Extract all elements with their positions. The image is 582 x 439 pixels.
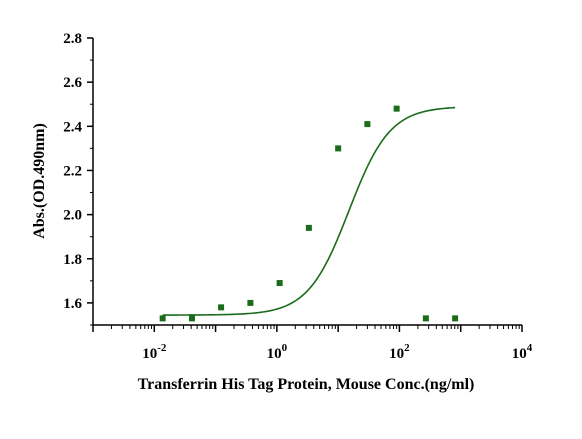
data-points [159,105,459,322]
data-point [159,315,166,322]
y-tick-label: 2.4 [63,119,82,135]
fit-curve [162,106,456,316]
y-axis: 1.6 1.8 2.0 2.2 2.4 2.6 2.8 [63,31,94,326]
x-axis-title: Transferrin His Tag Protein, Mouse Conc.… [138,376,475,393]
y-tick-label: 2.8 [63,31,82,47]
x-tick-label: 10-2 [142,342,167,362]
y-tick-label: 2.2 [63,163,82,179]
data-point [276,280,283,287]
data-point [188,315,195,322]
data-point [422,315,429,322]
data-point [393,105,400,112]
y-tick-label: 1.6 [63,296,82,312]
y-tick-label: 2.6 [63,75,82,91]
y-axis-title: Abs.(OD.490nm) [31,123,48,239]
data-point [218,304,225,311]
data-point [305,224,312,231]
x-tick-label: 100 [267,342,288,362]
data-point [364,121,371,128]
y-tick-label: 2.0 [63,208,82,224]
data-point [335,145,342,152]
y-tick-label: 1.8 [63,252,82,268]
x-axis: 10-2 100 102 104 [92,324,533,362]
x-tick-label: 104 [512,342,533,362]
x-tick-label: 102 [389,342,410,362]
data-point [452,315,459,322]
data-point [247,299,254,306]
